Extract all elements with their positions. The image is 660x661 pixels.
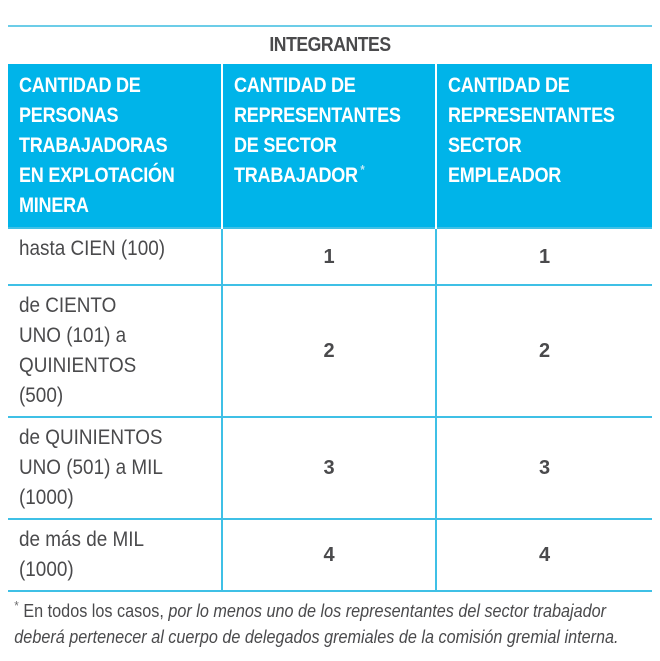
- trabajador-count-cell: 3: [221, 416, 436, 519]
- header-line: REPRESENTANTES: [448, 104, 615, 127]
- empleador-count-cell: 4: [435, 518, 652, 592]
- integrantes-table: CANTIDAD DE PERSONAS TRABAJADORAS EN EXP…: [8, 64, 652, 592]
- header-line: TRABAJADORAS: [19, 134, 168, 157]
- table-title: INTEGRANTES: [269, 34, 391, 56]
- range-cell: hasta CIEN (100): [8, 227, 222, 285]
- top-rule-divider: [8, 25, 652, 27]
- footnote-asterisk: *: [14, 598, 19, 613]
- header-line: CANTIDAD DE: [19, 74, 141, 97]
- header-line: MINERA: [19, 194, 89, 217]
- range-cell: de QUINIENTOS UNO (501) a MIL (1000): [8, 416, 222, 519]
- header-line: TRABAJADOR: [234, 164, 358, 187]
- header-representantes-trabajador: CANTIDAD DE REPRESENTANTES DE SECTOR TRA…: [221, 64, 436, 228]
- trabajador-count-cell: 1: [221, 227, 436, 285]
- empleador-count-cell: 2: [435, 284, 652, 417]
- header-line: CANTIDAD DE: [448, 74, 570, 97]
- header-line: REPRESENTANTES: [234, 104, 401, 127]
- table-row: hasta CIEN (100) 1 1: [8, 227, 652, 285]
- footnote-upright-text: En todos los casos,: [18, 601, 164, 621]
- range-line: de más de MIL: [19, 528, 145, 551]
- empleador-count-cell: 3: [435, 416, 652, 519]
- header-representantes-empleador: CANTIDAD DE REPRESENTANTES SECTOR EMPLEA…: [435, 64, 652, 228]
- range-cell: de más de MIL (1000): [8, 518, 222, 592]
- integrantes-table-block: INTEGRANTES CANTIDAD DE PERSONAS TRABAJA…: [8, 25, 652, 650]
- range-line: hasta CIEN (100): [19, 237, 166, 260]
- table-row: de QUINIENTOS UNO (501) a MIL (1000) 3 3: [8, 416, 652, 519]
- header-line: SECTOR: [448, 134, 522, 157]
- range-line: de CIENTO: [19, 294, 117, 317]
- header-line: CANTIDAD DE: [234, 74, 356, 97]
- range-line: UNO (501) a MIL: [19, 456, 163, 479]
- range-line: de QUINIENTOS: [19, 426, 163, 449]
- footnote-italic-text: por lo menos uno de los representantes d…: [14, 601, 619, 647]
- table-row: de CIENTO UNO (101) a QUINIENTOS (500) 2…: [8, 284, 652, 417]
- footnote: * En todos los casos, por lo menos uno d…: [8, 598, 658, 650]
- header-line: DE SECTOR: [234, 134, 337, 157]
- range-line: QUINIENTOS: [19, 354, 137, 377]
- trabajador-count-cell: 2: [221, 284, 436, 417]
- footnote-marker-asterisk: *: [360, 162, 365, 177]
- empleador-count-cell: 1: [435, 227, 652, 285]
- header-line: EN EXPLOTACIÓN: [19, 164, 175, 187]
- range-line: (500): [19, 384, 64, 407]
- range-line: (1000): [19, 558, 74, 581]
- header-line: PERSONAS: [19, 104, 119, 127]
- header-line: EMPLEADOR: [448, 164, 562, 187]
- range-line: UNO (101) a: [19, 324, 127, 347]
- header-row: CANTIDAD DE PERSONAS TRABAJADORAS EN EXP…: [8, 64, 652, 228]
- range-cell: de CIENTO UNO (101) a QUINIENTOS (500): [8, 284, 222, 417]
- range-line: (1000): [19, 486, 74, 509]
- trabajador-count-cell: 4: [221, 518, 436, 592]
- header-personas-trabajadoras: CANTIDAD DE PERSONAS TRABAJADORAS EN EXP…: [8, 64, 222, 228]
- table-row: de más de MIL (1000) 4 4: [8, 518, 652, 592]
